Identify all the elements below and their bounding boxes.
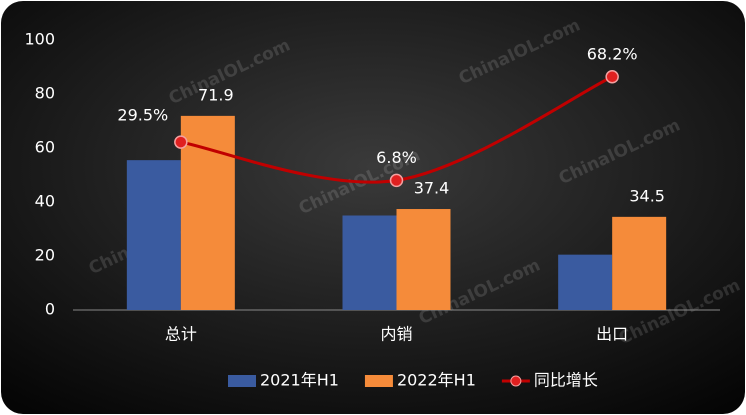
legend-label: 2021年H1 (260, 371, 339, 390)
y-tick-label: 40 (35, 192, 55, 211)
y-tick-label: 60 (35, 138, 55, 157)
bar (558, 254, 613, 310)
bar (612, 216, 667, 310)
x-tick-label: 内销 (380, 325, 412, 344)
line-marker (605, 70, 619, 84)
y-tick-label: 80 (35, 84, 55, 103)
line-marker (389, 173, 404, 188)
data-label: 29.5% (117, 106, 168, 125)
x-tick-label: 出口 (596, 325, 628, 344)
data-label: 37.4 (414, 179, 450, 198)
y-tick-label: 20 (35, 246, 55, 265)
data-label: 34.5 (629, 186, 665, 205)
bar (342, 215, 397, 310)
data-label: 6.8% (376, 148, 417, 167)
bar (126, 160, 181, 310)
y-tick-label: 100 (24, 30, 55, 49)
legend-label: 同比增长 (534, 371, 598, 390)
x-tick-label: 总计 (165, 325, 197, 344)
line-marker (174, 135, 188, 149)
data-label: 68.2% (587, 44, 638, 63)
y-tick-label: 0 (45, 300, 55, 319)
bar (396, 209, 451, 310)
data-label: 71.9 (198, 85, 234, 104)
legend-swatch (510, 375, 522, 387)
legend-label: 2022年H1 (397, 371, 476, 390)
legend-swatch (228, 375, 256, 387)
legend-swatch (364, 375, 393, 387)
